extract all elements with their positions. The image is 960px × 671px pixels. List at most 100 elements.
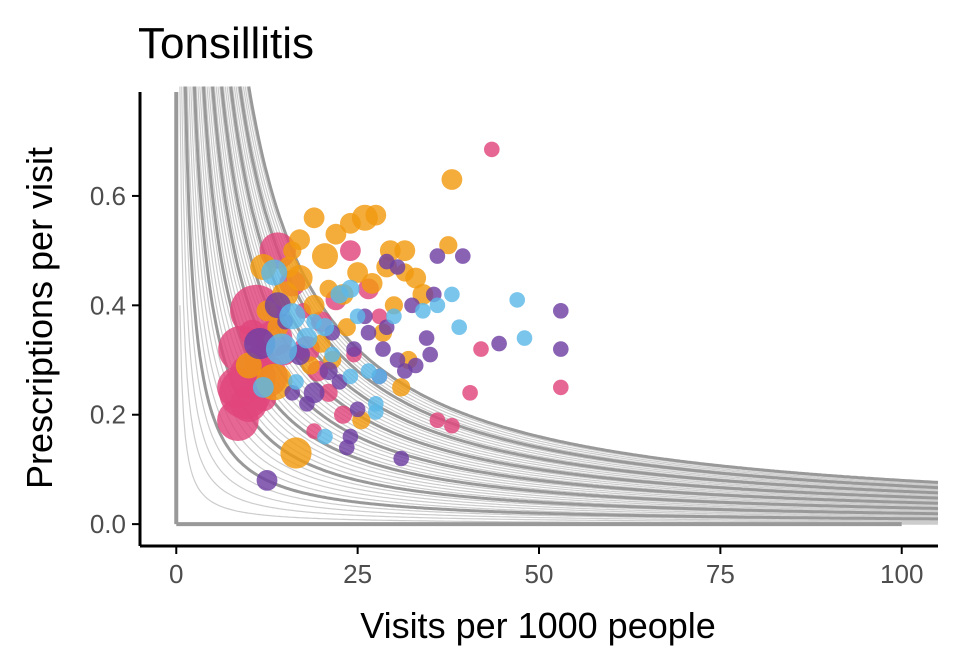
data-point	[341, 279, 360, 298]
x-tick-label: 0	[169, 559, 183, 589]
isoline-minor	[224, 86, 939, 497]
data-point	[256, 470, 278, 491]
data-point	[347, 262, 368, 283]
data-point	[462, 385, 478, 401]
isoline-minor	[179, 86, 938, 523]
data-point	[422, 346, 439, 363]
data-point	[279, 303, 306, 330]
isoline-major	[229, 86, 939, 495]
reference-lines	[174, 92, 938, 527]
data-point	[392, 378, 411, 397]
data-point	[394, 240, 416, 261]
data-point	[319, 361, 338, 381]
data-point	[349, 308, 366, 325]
x-tick-label: 75	[706, 559, 735, 589]
data-point	[389, 259, 406, 275]
data-point	[340, 240, 361, 261]
isoline-major	[183, 86, 938, 521]
data-point	[509, 292, 525, 308]
data-point	[386, 308, 402, 325]
data-point	[319, 383, 338, 402]
isoline-minor	[197, 86, 938, 513]
data-point	[429, 248, 446, 264]
isoline-major	[211, 86, 939, 505]
data-point	[429, 412, 446, 429]
y-axis-title: Prescriptions per visit	[19, 147, 60, 489]
data-point	[361, 273, 383, 294]
data-point	[342, 368, 359, 385]
isoline-minor	[244, 86, 939, 486]
isoline-minor	[181, 86, 938, 522]
y-tick-label: 0.0	[90, 509, 126, 539]
isoline-minor	[190, 86, 938, 517]
data-point	[296, 327, 318, 349]
data-point	[553, 341, 569, 357]
data-point	[397, 363, 413, 379]
x-tick-label: 25	[343, 559, 372, 589]
data-point	[393, 450, 410, 467]
isoline-minor	[199, 86, 939, 512]
data-point	[439, 236, 458, 255]
data-point	[418, 330, 435, 346]
data-point	[342, 428, 359, 445]
data-point	[252, 377, 274, 398]
data-point	[280, 437, 312, 469]
data-point	[303, 207, 325, 229]
data-point	[312, 243, 338, 270]
x-tick-label: 100	[880, 559, 923, 589]
y-tick-label: 0.4	[90, 290, 126, 320]
isoline-major	[192, 86, 938, 516]
isoline-major	[247, 86, 939, 484]
data-point	[455, 248, 471, 264]
isoline-minor	[242, 86, 939, 487]
data-point	[334, 405, 353, 424]
data-point	[371, 368, 388, 385]
data-point	[360, 324, 377, 341]
data-point	[491, 335, 507, 352]
data-point	[303, 294, 325, 316]
data-point	[473, 341, 489, 357]
isoline-minor	[226, 86, 938, 496]
data-point	[349, 401, 366, 418]
data-point	[429, 297, 446, 314]
data-point	[444, 417, 460, 434]
isoline-layer	[179, 86, 939, 524]
data-points	[217, 141, 569, 491]
data-point	[484, 141, 500, 158]
data-point	[265, 333, 298, 365]
data-point	[441, 169, 463, 190]
x-tick-label: 50	[525, 559, 554, 589]
data-point	[451, 319, 468, 336]
data-point	[288, 374, 304, 390]
data-point	[306, 313, 322, 330]
isoline-major	[220, 86, 939, 500]
data-point	[283, 241, 302, 260]
data-point	[317, 428, 333, 445]
data-point	[375, 341, 391, 357]
y-tick-label: 0.2	[90, 400, 126, 430]
y-tick-label: 0.6	[90, 181, 126, 211]
data-point	[325, 223, 347, 245]
isoline-major	[238, 86, 939, 490]
data-point	[365, 204, 387, 226]
data-point	[384, 296, 403, 315]
data-point	[299, 396, 315, 412]
data-point	[261, 259, 288, 286]
isoline-minor	[188, 86, 938, 518]
chart-title: Tonsillitis	[138, 19, 314, 68]
data-point	[389, 352, 406, 368]
data-point	[444, 286, 460, 303]
data-point	[368, 404, 384, 420]
data-point	[337, 318, 356, 337]
axes: 0 25 50 75 100 0.0 0.2 0.4 0.6	[90, 92, 938, 589]
data-point	[415, 303, 431, 319]
data-point	[324, 346, 341, 363]
data-point	[553, 303, 569, 319]
data-point	[340, 212, 361, 234]
data-point	[235, 352, 262, 379]
data-point	[553, 379, 569, 396]
data-point	[516, 330, 533, 346]
data-point	[346, 341, 362, 357]
